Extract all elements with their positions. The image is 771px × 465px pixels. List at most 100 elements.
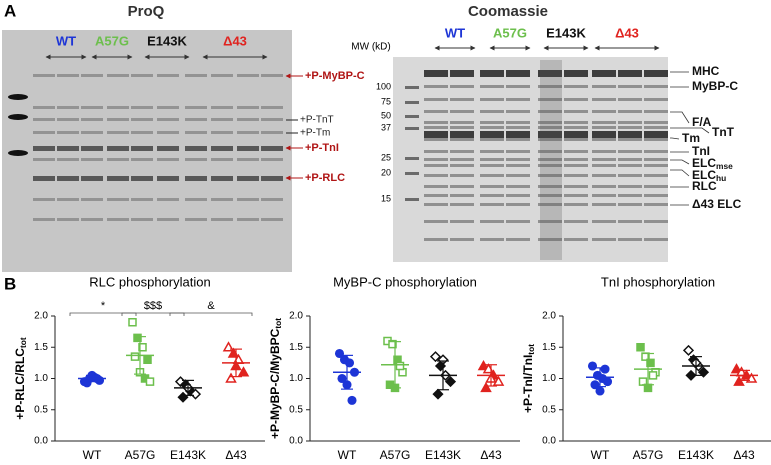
- gel-band: [538, 158, 562, 161]
- band-label: ELChu: [692, 168, 726, 183]
- gel-band: [450, 164, 474, 167]
- gel-band: [237, 176, 259, 181]
- gel-band: [644, 158, 668, 161]
- gel-band: [33, 106, 55, 109]
- gel-band: [564, 158, 588, 161]
- gel-title: Coomassie: [468, 3, 548, 20]
- gel-band: [157, 146, 179, 151]
- gel-band: [644, 164, 668, 167]
- gel-band: [592, 203, 616, 206]
- gel-band: [644, 85, 668, 88]
- gel-band: [618, 220, 642, 223]
- y-tick-label: 1.0: [34, 373, 48, 384]
- data-point: [177, 391, 189, 403]
- y-tick-label: 1.0: [542, 373, 556, 384]
- gel-band: [450, 185, 474, 188]
- gel-band: [261, 131, 283, 134]
- significance-bracket: [169, 312, 253, 316]
- gel-band: [538, 238, 562, 241]
- gel-band: [237, 131, 259, 134]
- gel-band: [424, 85, 448, 88]
- gel-band: [592, 70, 616, 77]
- gel-band: [237, 218, 259, 221]
- gel-band: [480, 126, 504, 129]
- y-axis-label: +P-RLC/RLCtot: [13, 337, 28, 420]
- gel-band: [592, 158, 616, 161]
- gel-lane-dark: [540, 60, 562, 260]
- band-pointer: [670, 127, 710, 134]
- gel-band: [618, 185, 642, 188]
- data-point: [697, 366, 710, 378]
- data-point: [429, 351, 442, 363]
- gel-band: [506, 70, 530, 77]
- gel-band: [424, 238, 448, 241]
- gel-band: [211, 106, 233, 109]
- gel-band: [211, 118, 233, 121]
- gel-band: [618, 138, 642, 141]
- group-label: Δ43: [223, 33, 247, 48]
- gel-band: [564, 126, 588, 129]
- gel-band: [107, 118, 129, 121]
- significance-label: *: [101, 300, 106, 312]
- gel-band: [424, 185, 448, 188]
- gel-band: [131, 106, 153, 109]
- gel-band: [131, 118, 153, 121]
- gel-band: [261, 118, 283, 121]
- x-tick-label: E143K: [170, 448, 206, 462]
- gel-band: [564, 220, 588, 223]
- ladder-band: [8, 150, 28, 156]
- data-point: [128, 318, 137, 327]
- chart-title: TnI phosphorylation: [601, 274, 715, 289]
- ladder-band: [405, 115, 419, 118]
- gel-band: [564, 194, 588, 197]
- y-tick-label: 0.5: [542, 404, 556, 415]
- significance-label: &: [207, 300, 215, 312]
- gel-band: [450, 98, 474, 101]
- data-point: [138, 343, 147, 352]
- gel-band: [424, 194, 448, 197]
- ladder-band: [8, 114, 28, 120]
- gel-band: [506, 185, 530, 188]
- gel-band: [506, 220, 530, 223]
- gel-band: [644, 238, 668, 241]
- gel-band: [538, 126, 562, 129]
- significance-label: $$$: [144, 300, 162, 312]
- gel-band: [644, 121, 668, 124]
- data-point: [477, 359, 490, 371]
- gel-band: [424, 126, 448, 129]
- y-axis-label-main: +P-RLC/RLC: [13, 348, 27, 420]
- y-tick-label: 0.5: [289, 404, 303, 415]
- gel-band: [261, 74, 283, 77]
- gel-band: [185, 106, 207, 109]
- gel-band: [57, 74, 79, 77]
- data-point: [225, 372, 237, 383]
- gel-band: [211, 158, 233, 161]
- gel-band: [564, 131, 588, 138]
- gel-band: [424, 220, 448, 223]
- gel-band: [538, 220, 562, 223]
- y-tick-label: 1.5: [289, 342, 303, 353]
- data-point: [130, 352, 140, 361]
- gel-band: [592, 110, 616, 113]
- gel-band: [424, 131, 448, 138]
- panel-label: B: [4, 274, 16, 293]
- gel-band: [564, 70, 588, 77]
- gel-band: [480, 70, 504, 77]
- gel-band: [81, 158, 103, 161]
- data-point: [636, 343, 645, 352]
- group-label: WT: [445, 25, 465, 40]
- x-tick-label: A57G: [125, 448, 156, 462]
- mw-label: 37: [381, 122, 391, 132]
- gel-band: [107, 158, 129, 161]
- band-pointer: [670, 169, 690, 177]
- ladder-band: [405, 101, 419, 104]
- gel-band: [57, 198, 79, 201]
- gel-band: [644, 220, 668, 223]
- gel-band: [618, 174, 642, 177]
- gel-band: [81, 131, 103, 134]
- y-axis-label-sub: tot: [18, 337, 28, 348]
- gel-band: [33, 74, 55, 77]
- band-label: Tm: [682, 131, 700, 145]
- gel-band: [592, 131, 616, 138]
- y-axis-label-main: +P-MyBP-C/MyBPC: [268, 328, 282, 439]
